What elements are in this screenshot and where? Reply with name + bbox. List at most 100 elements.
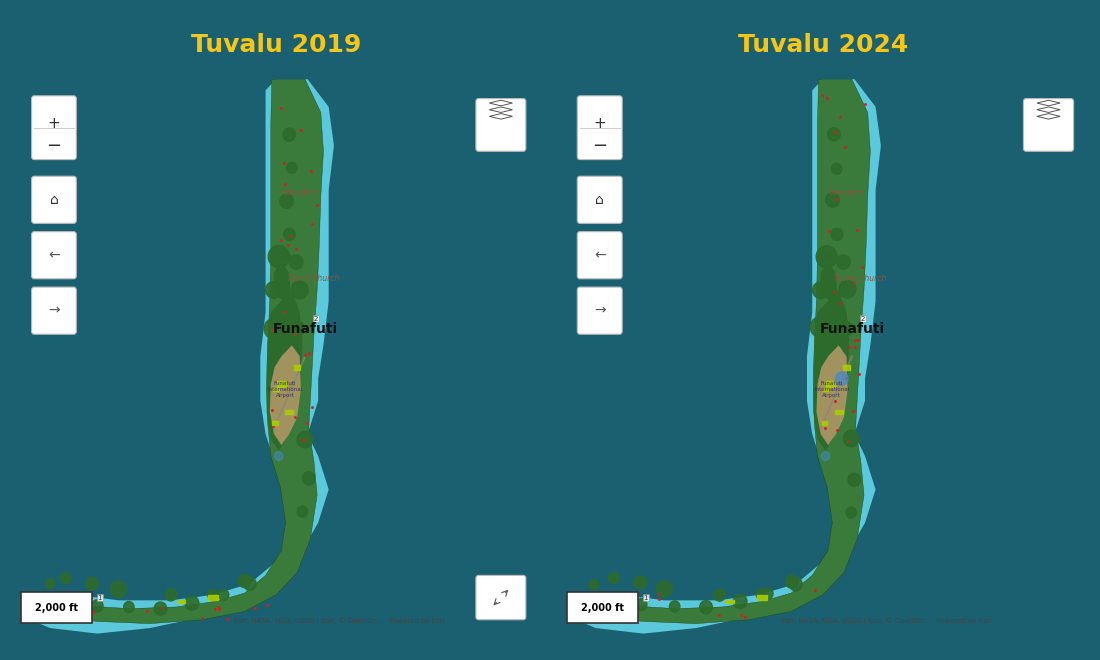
Circle shape bbox=[670, 601, 680, 612]
Bar bbox=[835, 410, 843, 414]
Circle shape bbox=[827, 127, 840, 141]
Circle shape bbox=[822, 451, 829, 461]
Circle shape bbox=[208, 589, 218, 601]
Bar bbox=[177, 599, 186, 603]
Circle shape bbox=[832, 228, 843, 240]
Text: 1: 1 bbox=[98, 595, 102, 601]
Text: Tuvalu 2024: Tuvalu 2024 bbox=[738, 33, 908, 57]
Bar bbox=[21, 592, 92, 622]
Circle shape bbox=[268, 246, 289, 268]
Circle shape bbox=[284, 228, 295, 240]
Circle shape bbox=[620, 594, 628, 603]
Circle shape bbox=[837, 255, 850, 269]
Circle shape bbox=[218, 589, 229, 601]
Circle shape bbox=[606, 601, 615, 610]
Circle shape bbox=[734, 595, 747, 609]
Circle shape bbox=[275, 451, 283, 461]
Circle shape bbox=[91, 600, 103, 612]
Circle shape bbox=[239, 574, 251, 587]
Bar bbox=[276, 381, 286, 387]
Circle shape bbox=[73, 593, 80, 602]
Bar bbox=[274, 388, 278, 391]
FancyBboxPatch shape bbox=[32, 287, 76, 334]
Bar bbox=[208, 595, 218, 600]
Circle shape bbox=[292, 281, 308, 299]
Polygon shape bbox=[274, 262, 290, 301]
Circle shape bbox=[839, 280, 856, 298]
Text: Tuvalu 2019: Tuvalu 2019 bbox=[191, 33, 361, 57]
Circle shape bbox=[60, 573, 72, 583]
Circle shape bbox=[825, 251, 835, 261]
Text: ⌂: ⌂ bbox=[595, 193, 604, 207]
Bar bbox=[844, 365, 849, 370]
Text: Esri, NASA, NGA, USGS | Esri, © OpenStr...   Powered by Esri: Esri, NASA, NGA, USGS | Esri, © OpenStr.… bbox=[781, 618, 991, 625]
Circle shape bbox=[86, 577, 98, 590]
Polygon shape bbox=[270, 345, 300, 445]
Circle shape bbox=[243, 577, 256, 590]
Text: +: + bbox=[47, 116, 60, 131]
Circle shape bbox=[636, 599, 647, 610]
Text: Funafuti
International
Airport: Funafuti International Airport bbox=[814, 381, 849, 399]
Bar bbox=[823, 388, 828, 391]
FancyBboxPatch shape bbox=[578, 176, 623, 223]
Text: →: → bbox=[594, 304, 605, 317]
Text: 2,000 ft: 2,000 ft bbox=[35, 603, 78, 612]
Text: Esri, NASA, NGA, USGS | Esri, © OpenStr...   Powered by Esri: Esri, NASA, NGA, USGS | Esri, © OpenStr.… bbox=[234, 618, 444, 625]
Circle shape bbox=[264, 319, 283, 339]
Circle shape bbox=[826, 193, 839, 207]
Circle shape bbox=[279, 194, 294, 209]
Circle shape bbox=[283, 128, 296, 141]
Circle shape bbox=[832, 163, 842, 174]
Circle shape bbox=[280, 251, 290, 261]
Circle shape bbox=[813, 282, 828, 298]
FancyBboxPatch shape bbox=[476, 576, 526, 620]
Circle shape bbox=[289, 255, 302, 269]
Polygon shape bbox=[570, 79, 881, 634]
Bar bbox=[757, 595, 768, 600]
Polygon shape bbox=[813, 290, 849, 451]
Text: −: − bbox=[46, 137, 62, 154]
Polygon shape bbox=[821, 262, 837, 301]
Circle shape bbox=[714, 589, 725, 601]
Circle shape bbox=[836, 372, 848, 385]
Circle shape bbox=[287, 162, 297, 174]
Circle shape bbox=[790, 578, 802, 591]
Text: Funafuti
International
Airport: Funafuti International Airport bbox=[267, 381, 303, 399]
Bar bbox=[726, 599, 735, 603]
Circle shape bbox=[657, 581, 672, 597]
Text: Funafuti: Funafuti bbox=[273, 321, 338, 336]
Polygon shape bbox=[24, 79, 334, 634]
Polygon shape bbox=[580, 79, 870, 624]
Circle shape bbox=[289, 321, 305, 337]
Text: Funafuti: Funafuti bbox=[820, 321, 884, 336]
Circle shape bbox=[846, 507, 857, 518]
FancyBboxPatch shape bbox=[578, 232, 623, 279]
Circle shape bbox=[297, 506, 308, 517]
Text: 1: 1 bbox=[644, 595, 648, 601]
Bar bbox=[273, 421, 277, 425]
Text: Teone Church: Teone Church bbox=[834, 275, 886, 283]
Circle shape bbox=[762, 588, 773, 599]
Circle shape bbox=[165, 589, 177, 601]
Bar bbox=[294, 365, 300, 370]
Circle shape bbox=[584, 599, 592, 607]
Circle shape bbox=[838, 321, 853, 337]
FancyBboxPatch shape bbox=[476, 98, 526, 151]
Circle shape bbox=[848, 473, 860, 486]
Bar bbox=[822, 421, 827, 425]
Text: Vanaāmo: Vanaāmo bbox=[282, 188, 318, 197]
Circle shape bbox=[297, 431, 312, 448]
Text: ⌂: ⌂ bbox=[50, 193, 58, 207]
Circle shape bbox=[785, 575, 799, 588]
Polygon shape bbox=[34, 79, 323, 624]
Polygon shape bbox=[266, 290, 302, 451]
Circle shape bbox=[123, 601, 134, 612]
Circle shape bbox=[588, 579, 598, 590]
Text: Vanaāmo: Vanaāmo bbox=[828, 188, 865, 197]
Bar bbox=[566, 592, 638, 622]
FancyBboxPatch shape bbox=[32, 232, 76, 279]
Polygon shape bbox=[816, 345, 848, 445]
Text: ←: ← bbox=[594, 248, 605, 262]
Bar bbox=[826, 381, 836, 387]
Circle shape bbox=[635, 576, 647, 589]
